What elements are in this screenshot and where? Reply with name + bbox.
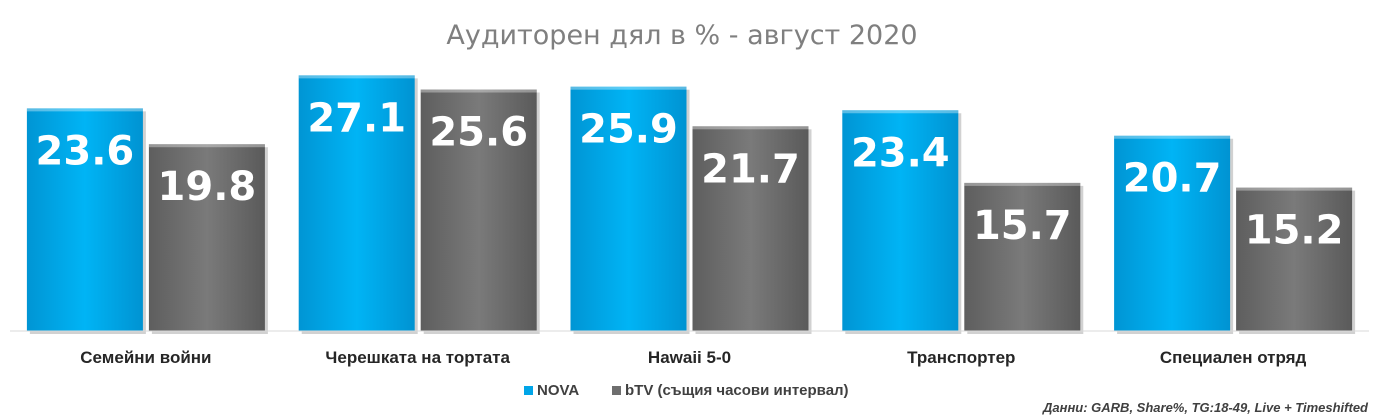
bar-nova-4	[842, 110, 959, 331]
legend-swatch-nova	[524, 386, 533, 395]
bar-highlight-nova-3	[570, 86, 687, 90]
bar-highlight-nova-1	[26, 108, 143, 112]
bar-highlight-btv-3	[692, 126, 809, 130]
value-label-nova-4: 23.4	[851, 130, 950, 176]
category-label-4: Транспортер	[907, 348, 1015, 367]
value-label-nova-3: 25.9	[579, 107, 678, 153]
value-label-btv-5: 15.2	[1245, 208, 1344, 254]
category-label-3: Hawaii 5-0	[648, 348, 731, 367]
bar-btv-1	[148, 144, 265, 331]
bar-highlight-btv-2	[420, 89, 537, 93]
legend: NOVA bTV (същия часови интервал)	[524, 382, 849, 399]
value-label-btv-4: 15.7	[973, 203, 1072, 249]
bars-layer	[26, 75, 1356, 335]
category-label-5: Специален отряд	[1160, 348, 1307, 367]
chart-title: Аудиторен дял в % - август 2020	[446, 20, 917, 51]
category-label-1: Семейни войни	[80, 348, 211, 367]
legend-label-nova: NOVA	[537, 382, 579, 399]
legend-swatch-btv	[612, 386, 621, 395]
bar-btv-3	[692, 126, 809, 332]
bar-highlight-btv-5	[1236, 187, 1353, 191]
bar-highlight-nova-2	[298, 75, 415, 79]
bar-highlight-nova-4	[842, 110, 959, 114]
labels-layer: 23.6 19.8 Семейни войни 27.1 25.6 Черешката н…	[36, 95, 1344, 367]
bar-highlight-nova-5	[1114, 135, 1231, 139]
bar-nova-5	[1114, 135, 1231, 331]
bar-btv-2	[420, 89, 537, 331]
bar-nova-2	[298, 75, 415, 332]
value-label-nova-5: 20.7	[1123, 156, 1222, 202]
bar-btv-5	[1236, 187, 1353, 331]
bar-highlight-btv-4	[964, 182, 1081, 186]
bar-btv-4	[964, 182, 1081, 331]
legend-label-btv: bTV (същия часови интервал)	[625, 382, 849, 399]
value-label-btv-1: 19.8	[158, 164, 257, 210]
bar-highlight-btv-1	[148, 144, 265, 148]
bar-nova-3	[570, 86, 687, 331]
bar-nova-1	[26, 108, 143, 331]
value-label-nova-1: 23.6	[36, 128, 135, 174]
category-label-2: Черешката на тортата	[325, 348, 510, 367]
value-label-nova-2: 27.1	[307, 95, 406, 141]
source-note: Данни: GARB, Share%, TG:18-49, Live + Ti…	[1042, 400, 1369, 415]
value-label-btv-2: 25.6	[429, 110, 528, 156]
value-label-btv-3: 21.7	[701, 146, 800, 192]
